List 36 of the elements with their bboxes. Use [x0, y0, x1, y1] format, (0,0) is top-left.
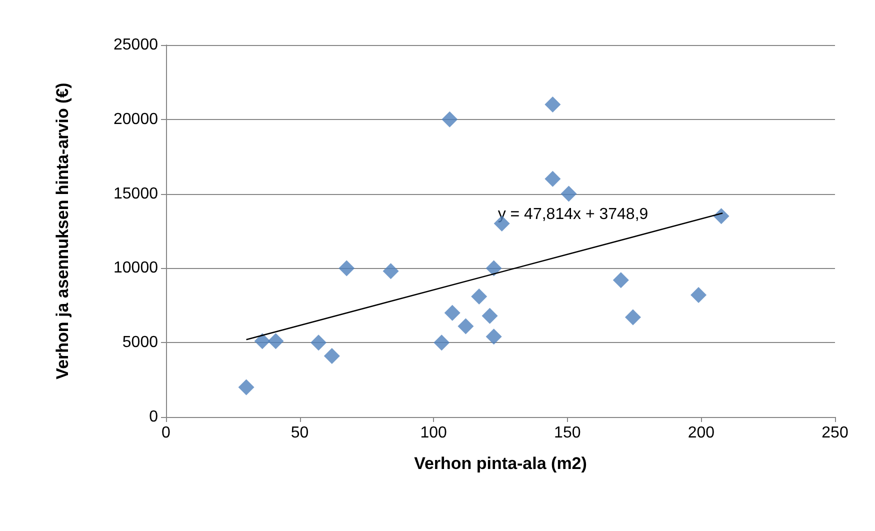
point: [482, 308, 498, 324]
point: [690, 286, 707, 303]
point: [544, 96, 561, 113]
point: [486, 260, 502, 276]
point: [324, 348, 340, 364]
point: [713, 208, 730, 224]
point: [434, 334, 450, 351]
point: [444, 304, 460, 321]
y-tick-label: 10000: [114, 260, 158, 277]
point: [560, 186, 577, 202]
point: [624, 309, 641, 326]
point: [458, 318, 474, 334]
point: [612, 272, 629, 288]
point: [544, 170, 561, 187]
y-tick-label: 15000: [114, 185, 158, 202]
point: [486, 328, 502, 345]
y-tick-label: 0: [149, 408, 158, 426]
x-tick-label: 200: [688, 424, 715, 442]
point: [338, 260, 355, 276]
x-axis-title: Verhon pinta-ala (m2): [414, 454, 587, 473]
point: [442, 111, 458, 128]
point: [254, 333, 270, 350]
point: [268, 333, 284, 350]
x-tick-label: 100: [420, 424, 448, 442]
x-tick-label: 50: [290, 424, 309, 442]
y-tick-label: 20000: [114, 110, 158, 128]
y-tick-label: 5000: [122, 334, 158, 352]
point: [382, 263, 399, 280]
point: [471, 288, 488, 304]
x-tick-label: 0: [162, 424, 171, 442]
x-tick-label: 150: [554, 424, 581, 442]
point: [310, 334, 327, 351]
point: [238, 379, 254, 396]
x-tick-label: 250: [822, 424, 848, 442]
y-tick-label: 25000: [114, 36, 158, 54]
y-axis-title: Verhon ja asennuksen hinta-arvio (€): [53, 82, 72, 380]
